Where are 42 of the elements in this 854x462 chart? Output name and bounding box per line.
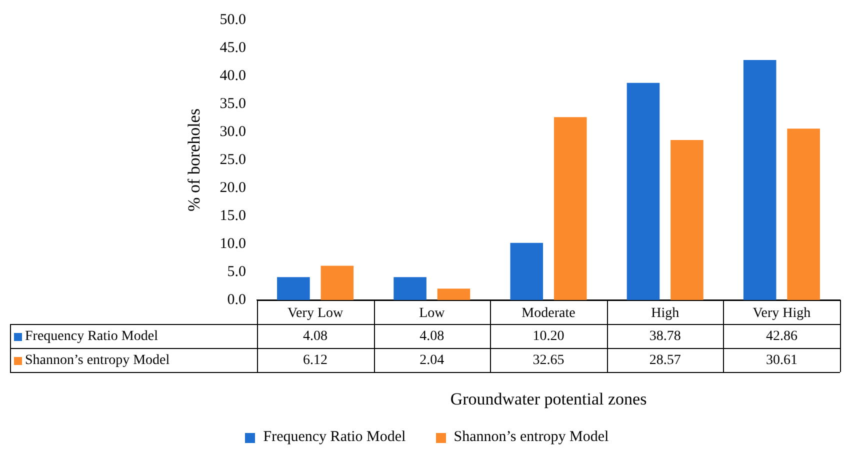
text: Shannon’s entropy Model <box>25 353 170 368</box>
data-label: 4.08 <box>418 328 446 346</box>
bar <box>277 277 310 300</box>
x-tick-label: Low <box>419 306 446 322</box>
y-tick-label: 15.0 <box>220 208 246 224</box>
y-tick-label: 20.0 <box>220 180 246 196</box>
data-label: 2.04 <box>418 352 446 370</box>
bar <box>626 82 660 300</box>
bar <box>510 242 544 300</box>
y-tick-label: 0.0 <box>227 292 246 308</box>
data-label: 32.65 <box>532 352 566 370</box>
data-label: 6.12 <box>302 352 329 370</box>
data-label: 10.20 <box>532 328 566 346</box>
legend-label: Shannon’s entropy Model <box>454 429 609 446</box>
y-tick-label: 30.0 <box>220 124 246 140</box>
y-tick-label: 35.0 <box>220 96 246 112</box>
bar <box>670 140 704 300</box>
bar <box>743 60 776 300</box>
y-tick-label: 5.0 <box>227 264 246 280</box>
x-tick-label: Moderate <box>522 306 576 322</box>
y-tick-label: 10.0 <box>220 236 246 252</box>
data-label: 30.61 <box>764 352 798 370</box>
bar <box>554 117 587 300</box>
y-tick-label: 45.0 <box>220 40 246 56</box>
data-label: 28.57 <box>648 352 682 370</box>
x-tick-label: Very Low <box>287 306 344 322</box>
x-tick-label: High <box>651 306 680 322</box>
y-tick-label: 25.0 <box>220 152 246 168</box>
data-label: 38.78 <box>648 328 682 346</box>
x-axis-title: Groundwater potential zones <box>450 389 647 408</box>
y-tick-label: 50.0 <box>220 12 246 28</box>
legend-label: Frequency Ratio Model <box>25 328 158 346</box>
data-label: 4.08 <box>302 328 329 346</box>
y-tick-label: 40.0 <box>220 68 246 84</box>
data-label: 42.86 <box>764 328 798 346</box>
y-axis-title: % of boreholes <box>184 108 204 212</box>
bar <box>320 266 354 300</box>
bar <box>787 128 820 300</box>
bar <box>437 288 470 300</box>
x-tick-label: Very High <box>752 306 811 322</box>
bar <box>394 277 426 300</box>
text: Frequency Ratio Model <box>263 429 406 445</box>
